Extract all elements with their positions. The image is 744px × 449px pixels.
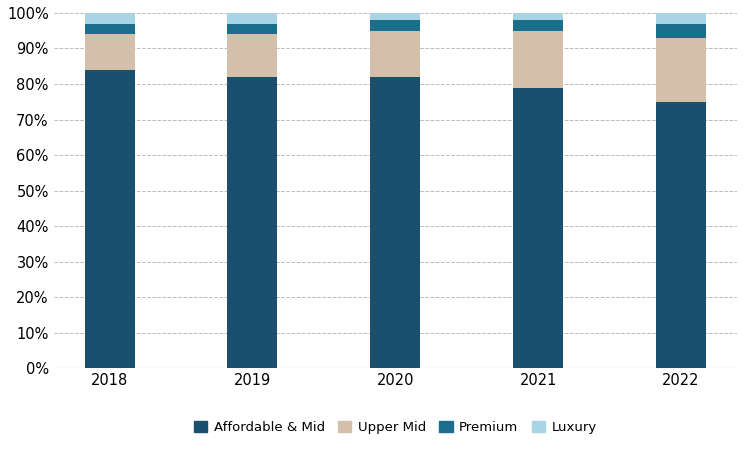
Bar <box>228 34 278 77</box>
Bar <box>371 77 420 368</box>
Bar <box>85 13 135 24</box>
Bar <box>513 88 563 368</box>
Bar <box>371 13 420 20</box>
Legend: Affordable & Mid, Upper Mid, Premium, Luxury: Affordable & Mid, Upper Mid, Premium, Lu… <box>189 416 602 440</box>
Bar <box>228 24 278 34</box>
Bar <box>656 24 706 38</box>
Bar <box>656 13 706 24</box>
Bar <box>656 38 706 102</box>
Bar <box>85 24 135 34</box>
Bar <box>513 31 563 88</box>
Bar <box>513 20 563 31</box>
Bar <box>228 13 278 24</box>
Bar <box>371 31 420 77</box>
Bar <box>656 102 706 368</box>
Bar <box>85 70 135 368</box>
Bar <box>228 77 278 368</box>
Bar <box>85 34 135 70</box>
Bar <box>371 20 420 31</box>
Bar <box>513 13 563 20</box>
